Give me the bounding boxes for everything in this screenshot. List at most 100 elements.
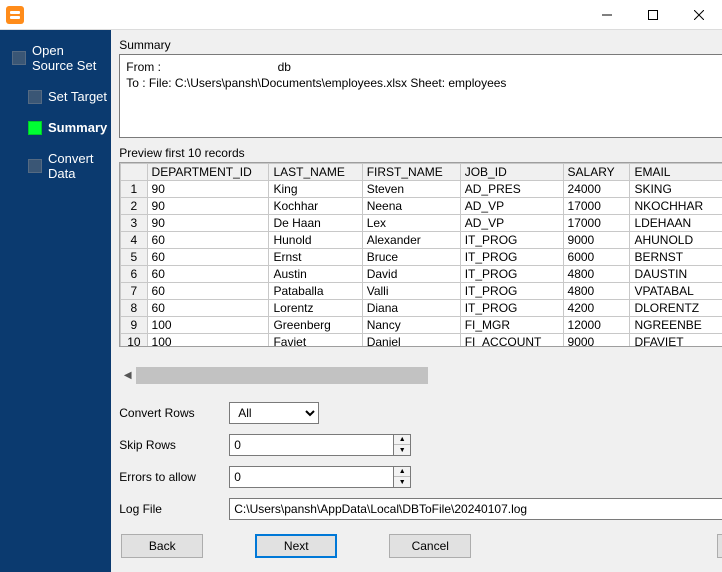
table-cell[interactable]: Bruce — [362, 248, 460, 265]
table-cell[interactable]: Ernst — [269, 248, 362, 265]
table-cell[interactable]: King — [269, 180, 362, 197]
next-button[interactable]: Next — [255, 534, 337, 558]
table-cell[interactable]: NGREENBE — [630, 316, 722, 333]
table-row[interactable]: 660AustinDavidIT_PROG4800DAUSTIN103 — [121, 265, 722, 282]
table-cell[interactable]: De Haan — [269, 214, 362, 231]
help-button[interactable]: ? Help — [717, 534, 722, 558]
table-cell[interactable]: Valli — [362, 282, 460, 299]
table-cell[interactable]: 6000 — [563, 248, 630, 265]
close-button[interactable] — [676, 0, 722, 30]
table-cell[interactable]: BERNST — [630, 248, 722, 265]
skip-rows-spinner[interactable]: ▲ ▼ — [229, 434, 319, 456]
scroll-track[interactable] — [136, 367, 722, 384]
maximize-button[interactable] — [630, 0, 676, 30]
table-cell[interactable]: 4200 — [563, 299, 630, 316]
table-cell[interactable]: 17000 — [563, 197, 630, 214]
table-cell[interactable]: IT_PROG — [460, 299, 563, 316]
nav-item-set-target[interactable]: Set Target — [0, 86, 111, 107]
horizontal-scrollbar[interactable]: ◀ ▶ — [119, 367, 722, 384]
table-cell[interactable]: Lex — [362, 214, 460, 231]
table-row[interactable]: 390De HaanLexAD_VP17000LDEHAAN100 — [121, 214, 722, 231]
table-row[interactable]: 290KochharNeenaAD_VP17000NKOCHHAR100 — [121, 197, 722, 214]
table-cell[interactable]: AD_VP — [460, 197, 563, 214]
column-header[interactable]: LAST_NAME — [269, 163, 362, 180]
table-cell[interactable]: VPATABAL — [630, 282, 722, 299]
table-cell[interactable]: 100 — [147, 316, 269, 333]
table-cell[interactable]: 9000 — [563, 333, 630, 347]
table-cell[interactable]: Lorentz — [269, 299, 362, 316]
cancel-button[interactable]: Cancel — [389, 534, 471, 558]
table-cell[interactable]: Faviet — [269, 333, 362, 347]
convert-rows-select[interactable]: All — [229, 402, 319, 424]
column-header[interactable]: FIRST_NAME — [362, 163, 460, 180]
nav-item-open-source-set[interactable]: Open Source Set — [0, 40, 111, 76]
table-cell[interactable]: IT_PROG — [460, 248, 563, 265]
table-cell[interactable]: 60 — [147, 265, 269, 282]
table-row[interactable]: 9100GreenbergNancyFI_MGR12000NGREENBE101 — [121, 316, 722, 333]
table-cell[interactable]: IT_PROG — [460, 231, 563, 248]
errors-spinner[interactable]: ▲ ▼ — [229, 466, 319, 488]
table-cell[interactable]: 60 — [147, 282, 269, 299]
table-cell[interactable]: FI_ACCOUNT — [460, 333, 563, 347]
table-cell[interactable]: Austin — [269, 265, 362, 282]
table-row[interactable]: 860LorentzDianaIT_PROG4200DLORENTZ103 — [121, 299, 722, 316]
table-row[interactable]: 190KingStevenAD_PRES24000SKINGnull — [121, 180, 722, 197]
table-cell[interactable]: 4800 — [563, 265, 630, 282]
table-cell[interactable]: Kochhar — [269, 197, 362, 214]
table-cell[interactable]: Hunold — [269, 231, 362, 248]
table-cell[interactable]: 100 — [147, 333, 269, 347]
table-cell[interactable]: Steven — [362, 180, 460, 197]
table-cell[interactable]: 9000 — [563, 231, 630, 248]
table-cell[interactable]: 17000 — [563, 214, 630, 231]
table-cell[interactable]: Pataballa — [269, 282, 362, 299]
table-cell[interactable]: AD_VP — [460, 214, 563, 231]
table-row[interactable]: 760PataballaValliIT_PROG4800VPATABAL103 — [121, 282, 722, 299]
table-cell[interactable]: 60 — [147, 248, 269, 265]
back-button[interactable]: Back — [121, 534, 203, 558]
table-cell[interactable]: NKOCHHAR — [630, 197, 722, 214]
errors-input[interactable] — [229, 466, 393, 488]
table-cell[interactable]: SKING — [630, 180, 722, 197]
column-header[interactable]: SALARY — [563, 163, 630, 180]
table-cell[interactable]: 4800 — [563, 282, 630, 299]
table-cell[interactable]: FI_MGR — [460, 316, 563, 333]
table-cell[interactable]: LDEHAAN — [630, 214, 722, 231]
table-cell[interactable]: IT_PROG — [460, 282, 563, 299]
spinner-down-icon[interactable]: ▼ — [394, 445, 410, 455]
table-cell[interactable]: 90 — [147, 214, 269, 231]
spinner-up-icon[interactable]: ▲ — [394, 467, 410, 477]
table-cell[interactable]: 24000 — [563, 180, 630, 197]
column-header[interactable]: EMAIL — [630, 163, 722, 180]
table-cell[interactable]: David — [362, 265, 460, 282]
spinner-down-icon[interactable]: ▼ — [394, 477, 410, 487]
table-cell[interactable]: DLORENTZ — [630, 299, 722, 316]
nav-item-convert-data[interactable]: Convert Data — [0, 148, 111, 184]
scroll-left-icon[interactable]: ◀ — [119, 367, 136, 384]
logfile-input[interactable] — [229, 498, 722, 520]
table-cell[interactable]: 90 — [147, 197, 269, 214]
table-cell[interactable]: 60 — [147, 231, 269, 248]
table-cell[interactable]: Nancy — [362, 316, 460, 333]
nav-item-summary[interactable]: Summary — [0, 117, 111, 138]
table-cell[interactable]: Daniel — [362, 333, 460, 347]
column-header[interactable]: JOB_ID — [460, 163, 563, 180]
table-cell[interactable]: 12000 — [563, 316, 630, 333]
table-cell[interactable]: Alexander — [362, 231, 460, 248]
table-row[interactable]: 10100FavietDanielFI_ACCOUNT9000DFAVIET10… — [121, 333, 722, 347]
table-cell[interactable]: 60 — [147, 299, 269, 316]
table-cell[interactable]: Neena — [362, 197, 460, 214]
table-cell[interactable]: AD_PRES — [460, 180, 563, 197]
table-cell[interactable]: Diana — [362, 299, 460, 316]
table-cell[interactable]: AHUNOLD — [630, 231, 722, 248]
table-cell[interactable]: Greenberg — [269, 316, 362, 333]
scroll-thumb[interactable] — [136, 367, 428, 384]
table-row[interactable]: 560ErnstBruceIT_PROG6000BERNST103 — [121, 248, 722, 265]
column-header[interactable]: DEPARTMENT_ID — [147, 163, 269, 180]
spinner-up-icon[interactable]: ▲ — [394, 435, 410, 445]
skip-rows-input[interactable] — [229, 434, 393, 456]
table-cell[interactable]: DFAVIET — [630, 333, 722, 347]
table-cell[interactable]: 90 — [147, 180, 269, 197]
minimize-button[interactable] — [584, 0, 630, 30]
table-cell[interactable]: DAUSTIN — [630, 265, 722, 282]
table-cell[interactable]: IT_PROG — [460, 265, 563, 282]
